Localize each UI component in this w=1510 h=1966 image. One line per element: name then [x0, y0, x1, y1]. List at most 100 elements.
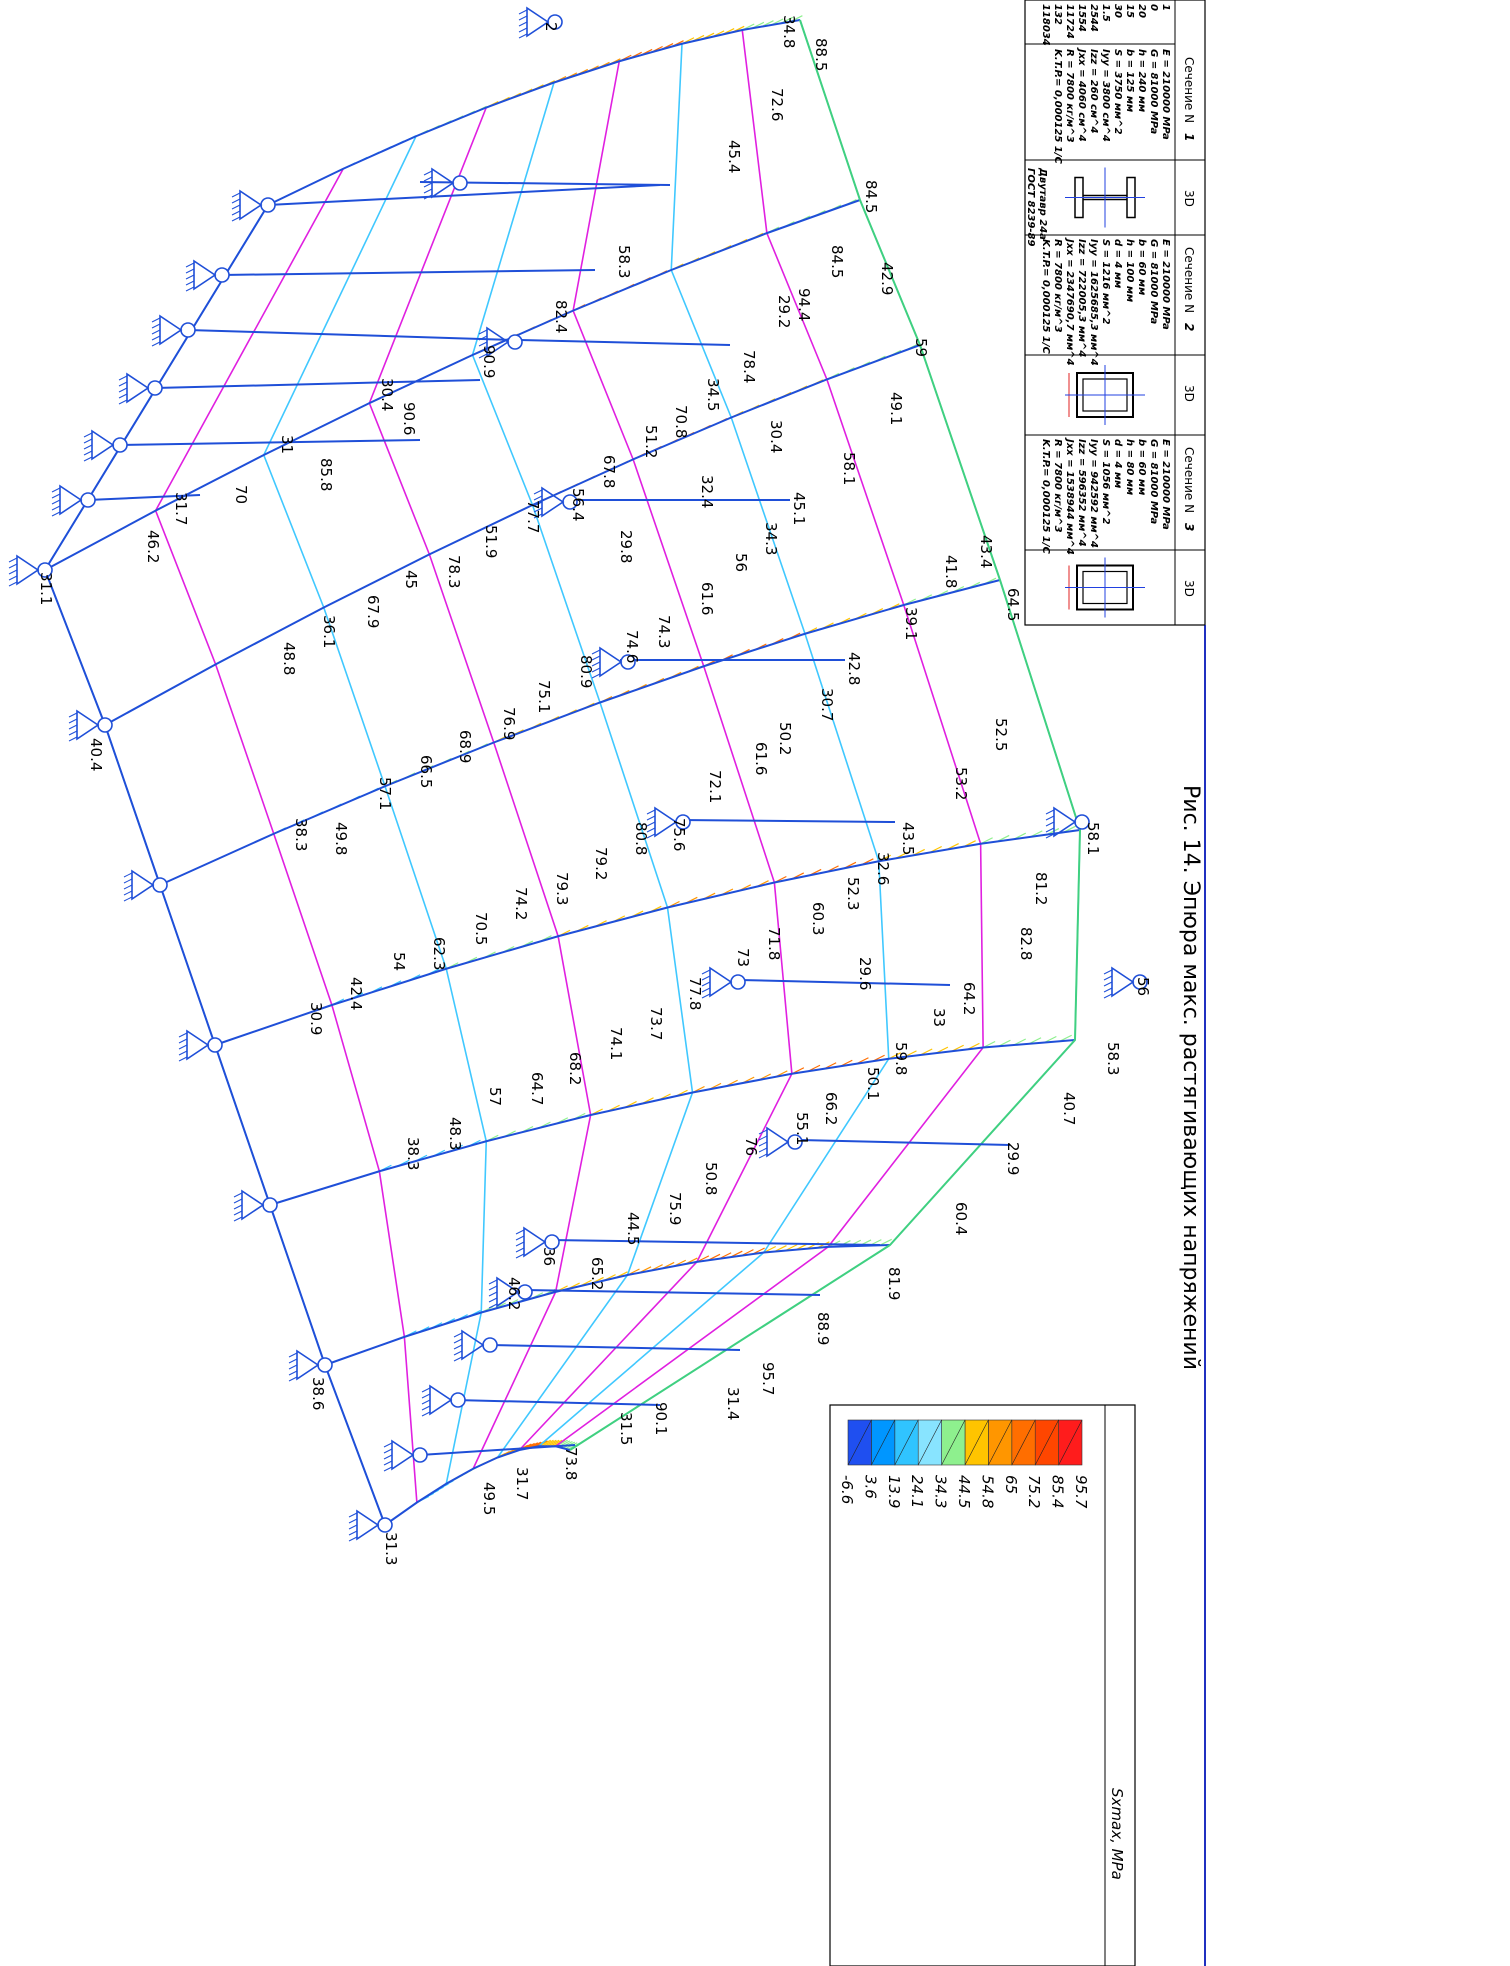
legend-value: 34.3: [932, 1475, 950, 1508]
support-hatch: [185, 286, 195, 292]
support-hinge: [482, 1337, 498, 1353]
node-label: 42.4: [347, 977, 365, 1010]
support: [241, 1189, 265, 1221]
table-fragment: 20: [1136, 4, 1147, 18]
support-hatch: [151, 341, 161, 347]
section-row: Izz = 596352 мм^4: [1076, 439, 1087, 547]
node-label: 66.5: [417, 755, 435, 788]
node-label: 76.9: [500, 707, 518, 740]
node-label: 77.8: [686, 977, 704, 1010]
node-label: 40.7: [1060, 1092, 1078, 1125]
support-hatch: [83, 456, 93, 462]
node-label: 45: [402, 570, 420, 589]
support-hatch: [383, 1460, 393, 1466]
support-hatch: [1103, 993, 1113, 999]
node-label: 42.8: [845, 652, 863, 685]
node-label: 64.5: [1004, 588, 1022, 621]
node-label: 73: [734, 948, 752, 967]
support-hinge: [262, 1197, 278, 1213]
section-row: S = 1216 мм^2: [1100, 239, 1111, 325]
support-hinge: [450, 1392, 466, 1408]
node-label: 77.7: [524, 500, 542, 533]
legend-value: 75.2: [1025, 1475, 1043, 1508]
support-hatch: [68, 718, 78, 724]
support-hatch: [83, 438, 93, 444]
node-label: 62.3: [430, 937, 448, 970]
support-hatch: [8, 557, 18, 563]
node-label: 31.3: [382, 1532, 400, 1565]
section-row: E = 210000 MPa: [1160, 49, 1171, 140]
node-label: 90.6: [400, 402, 418, 435]
section-row: h = 100 мм: [1124, 239, 1135, 302]
arch-member: [267, 19, 801, 206]
node-label: 59.8: [892, 1042, 910, 1075]
column: [679, 819, 896, 823]
node-label: 48.8: [280, 642, 298, 675]
node-label: 34.8: [780, 15, 798, 48]
support-hatch: [533, 489, 543, 495]
support-hatch: [68, 712, 78, 718]
node-label: 52.3: [844, 877, 862, 910]
support-hatch: [178, 1050, 188, 1056]
legend-value: 65: [1002, 1475, 1020, 1494]
node-label: 38.3: [292, 818, 310, 851]
column: [454, 1399, 661, 1406]
support: [1111, 966, 1135, 998]
node-label: 49.8: [332, 822, 350, 855]
table-fragment: 118034: [1040, 4, 1051, 46]
table-fragment: 15: [1124, 4, 1135, 18]
support-hatch: [453, 1344, 463, 1350]
section-view: 3D: [1182, 385, 1196, 402]
node-label: 80.8: [632, 822, 650, 855]
node-label: 30.9: [307, 1002, 325, 1035]
section-number: 2: [1182, 323, 1196, 331]
node-label: 34.5: [704, 378, 722, 411]
support-hatch: [1045, 833, 1055, 839]
section-row: Jxx = 1538944 мм^4: [1064, 437, 1075, 555]
support-hinge: [152, 877, 168, 893]
support-hinge: [112, 437, 128, 453]
node-label: 79.2: [592, 847, 610, 880]
support-hatch: [383, 1442, 393, 1448]
section-icon: [1074, 176, 1136, 219]
support-hatch: [348, 1512, 358, 1518]
support-hatch: [478, 353, 488, 359]
node-label: 32.4: [698, 475, 716, 508]
node-label: 88.5: [812, 38, 830, 71]
node-label: 49.5: [480, 1482, 498, 1515]
support-hatch: [83, 444, 93, 450]
support-hatch: [51, 499, 61, 505]
support-hatch: [383, 1454, 393, 1460]
support-hatch: [515, 1253, 525, 1259]
support-hinge: [317, 1357, 333, 1373]
support: [16, 554, 40, 586]
node-label: 29.9: [1004, 1142, 1022, 1175]
support-hinge: [452, 175, 468, 191]
support: [356, 1509, 380, 1541]
column: [419, 1444, 576, 1456]
caption: Рис. 14. Эпюра макс. растягивающих напря…: [1178, 785, 1203, 1370]
node-label: 81.9: [885, 1267, 903, 1300]
support-hatch: [151, 335, 161, 341]
node-label: 67.8: [600, 455, 618, 488]
support-hatch: [348, 1524, 358, 1530]
section-row: d = 4 мм: [1112, 239, 1123, 288]
edge-member: [43, 204, 386, 1526]
node-label: 43.4: [977, 535, 995, 568]
support-hatch: [515, 1241, 525, 1247]
support-hatch: [233, 1198, 243, 1204]
node-label: 88.9: [814, 1312, 832, 1345]
node-label: 29.8: [617, 530, 635, 563]
support-hatch: [151, 323, 161, 329]
support-hatch: [646, 821, 656, 827]
support-hatch: [453, 1332, 463, 1338]
node-label: 42.9: [878, 262, 896, 295]
swatch-hatch: [917, 1419, 942, 1466]
arch-member: [324, 1244, 891, 1366]
support-hatch: [421, 1393, 431, 1399]
support: [126, 372, 150, 404]
node-label: 70.8: [672, 405, 690, 438]
section-number: 3: [1182, 523, 1196, 531]
node-labels: 2 34.8 88.5 72.6 45.4 84.5 84.5 42.9 58.3 82.4 94.…: [37, 15, 1152, 1565]
section-tables: 102015301.52544155411724132118034Сечение…: [1024, 0, 1206, 1966]
